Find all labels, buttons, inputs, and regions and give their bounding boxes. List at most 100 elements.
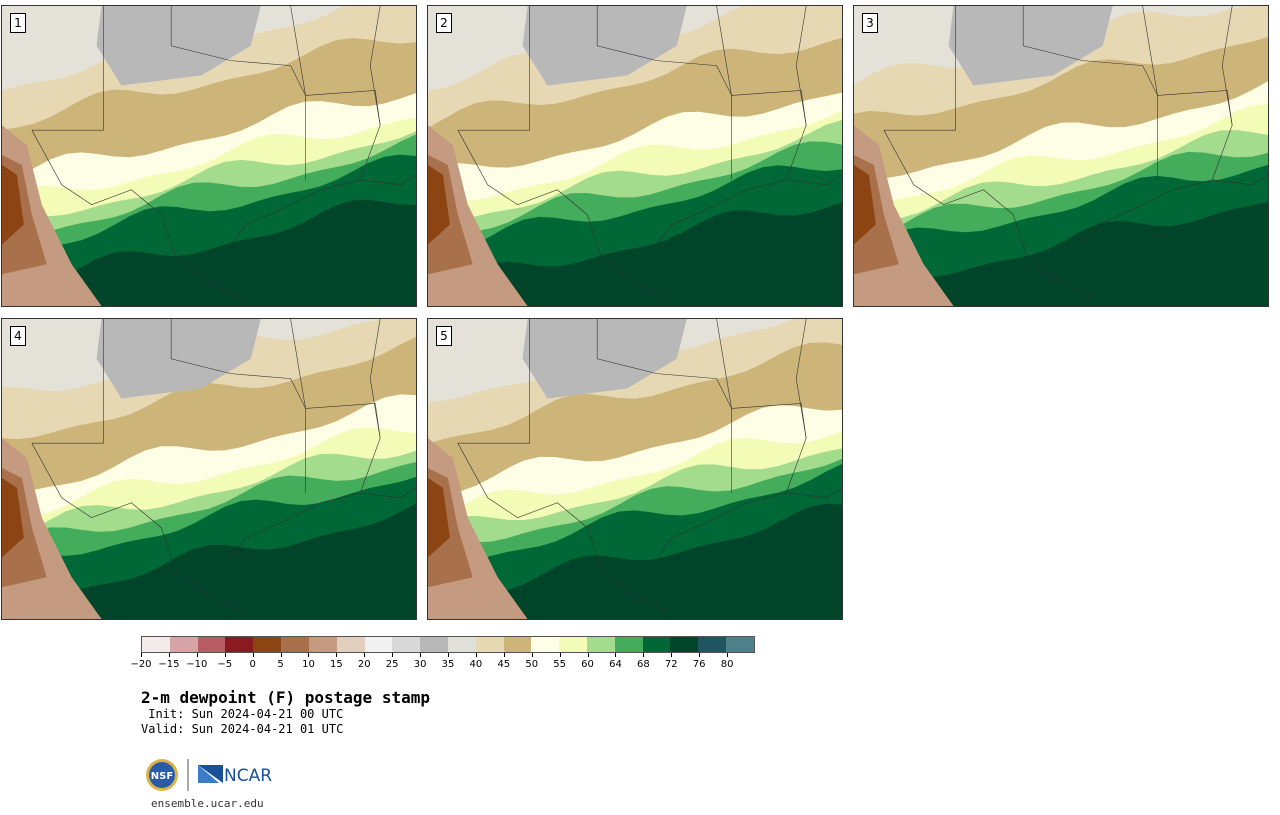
tick-mark <box>475 653 477 657</box>
colorbar-swatch <box>642 637 671 652</box>
map-panel-4: 4 <box>1 318 417 620</box>
panel-label: 3 <box>862 13 878 33</box>
colorbar-swatch <box>392 637 421 652</box>
tick-mark <box>141 653 142 657</box>
tick-label: 64 <box>609 659 622 670</box>
tick-label: 30 <box>413 659 427 670</box>
init-time: Init: Sun 2024-04-21 00 UTC <box>141 707 344 721</box>
border-line <box>1082 174 1268 245</box>
border-line <box>457 443 667 613</box>
colorbar <box>141 636 755 653</box>
tick-mark <box>392 653 394 657</box>
dewpoint-map <box>2 6 416 306</box>
dry-region <box>96 319 261 399</box>
tick-label: 35 <box>441 659 455 670</box>
desert-region <box>2 477 24 558</box>
tick-label: −5 <box>217 659 233 670</box>
tick-label: 15 <box>329 659 343 670</box>
colorbar-swatch <box>698 637 727 652</box>
dewpoint-band <box>2 503 416 619</box>
tick-mark <box>643 653 645 657</box>
colorbar-swatch <box>336 637 365 652</box>
border-line <box>230 174 416 245</box>
colorbar-swatch <box>142 637 170 652</box>
dewpoint-band <box>428 202 842 306</box>
tick-label: 45 <box>497 659 511 670</box>
valid-time: Valid: Sun 2024-04-21 01 UTC <box>141 722 344 736</box>
tick-mark <box>252 653 254 657</box>
tick-mark <box>364 653 366 657</box>
tick-label: 68 <box>636 659 650 670</box>
dewpoint-map <box>2 319 416 619</box>
border-line <box>170 6 306 180</box>
tick-label: 76 <box>692 659 706 670</box>
dewpoint-band <box>2 199 416 306</box>
svg-text:NSF: NSF <box>151 771 173 782</box>
colorbar-swatch <box>197 637 226 652</box>
nsf-ncar-logos: NSF NCAR <box>146 759 272 791</box>
tick-mark <box>503 653 505 657</box>
colorbar-swatch <box>364 637 393 652</box>
border-line <box>883 130 1093 300</box>
colorbar-swatch <box>281 637 309 652</box>
colorbar-swatch <box>587 637 615 652</box>
dewpoint-map <box>854 6 1268 306</box>
border-line <box>457 130 667 300</box>
map-panel-1: 1 <box>1 5 417 307</box>
colorbar-swatch <box>475 637 504 652</box>
border-line <box>359 6 381 180</box>
website-text: ensemble.ucar.edu <box>151 797 264 810</box>
desert-region <box>2 164 24 245</box>
ncar-logo-icon: NCAR <box>198 765 272 786</box>
border-line <box>290 319 306 409</box>
desert-region <box>854 164 876 245</box>
tick-label: 5 <box>277 659 284 670</box>
dry-region <box>96 6 261 86</box>
border-line <box>457 319 530 444</box>
map-panel-2: 2 <box>427 5 843 307</box>
border-line <box>1142 6 1158 96</box>
border-line <box>359 319 381 493</box>
border-line <box>883 6 956 131</box>
border-line <box>31 443 241 613</box>
tick-label: 20 <box>357 659 371 670</box>
border-line <box>716 319 732 409</box>
border-line <box>1022 6 1158 180</box>
colorbar-swatch <box>670 637 699 652</box>
tick-label: −20 <box>130 659 152 670</box>
panel-label: 5 <box>436 326 452 346</box>
border-line <box>785 6 807 180</box>
tick-label: 72 <box>664 659 678 670</box>
border-line <box>31 319 104 444</box>
svg-text:NCAR: NCAR <box>224 766 272 786</box>
colorbar-swatch <box>531 637 560 652</box>
tick-mark <box>280 653 282 657</box>
tick-mark <box>615 653 617 657</box>
dry-region <box>522 319 687 399</box>
dewpoint-map <box>428 6 842 306</box>
border-line <box>596 6 732 180</box>
border-line <box>457 6 530 131</box>
border-line <box>230 487 416 558</box>
panel-label: 2 <box>436 13 452 33</box>
colorbar-swatch <box>308 637 337 652</box>
desert-region <box>428 164 450 245</box>
colorbar-ticks: −20 −15 −10 −5 0 5 10 15 20 25 30 35 40 45 50 55 60 64 68 7… <box>130 653 755 677</box>
dewpoint-band <box>854 201 1268 306</box>
border-line <box>656 174 842 245</box>
dewpoint-map <box>428 319 842 619</box>
tick-label: −10 <box>186 659 208 670</box>
tick-mark <box>168 653 170 657</box>
tick-label: 55 <box>553 659 566 670</box>
colorbar-swatch <box>614 637 643 652</box>
tick-label: 40 <box>469 659 483 670</box>
map-panel-5: 5 <box>427 318 843 620</box>
tick-mark <box>727 653 729 657</box>
tick-mark <box>448 653 449 657</box>
tick-label: 0 <box>249 659 256 670</box>
colorbar-swatch <box>253 637 282 652</box>
border-line <box>31 6 104 131</box>
tick-mark <box>196 653 198 657</box>
colorbar-swatch <box>447 637 476 652</box>
panel-label: 1 <box>10 13 26 33</box>
